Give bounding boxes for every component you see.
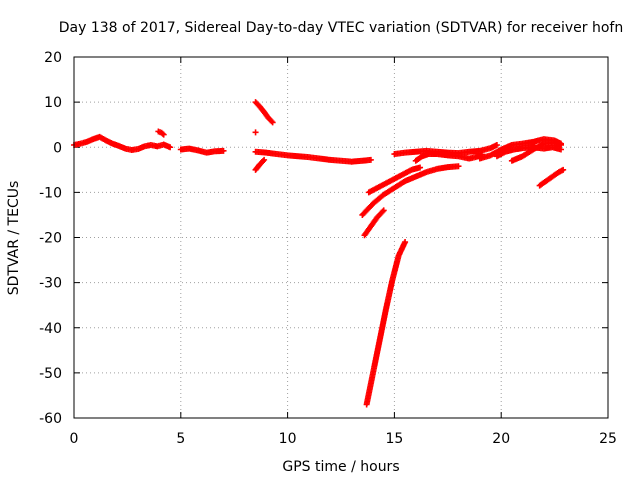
- y-tick-label: -20: [39, 231, 62, 247]
- series-arc-2: [177, 145, 227, 156]
- series-arc-3-outlier: [252, 129, 259, 136]
- x-tick-label: 15: [385, 431, 403, 447]
- data-point: [167, 144, 174, 151]
- data-point: [455, 163, 462, 170]
- data-point: [380, 207, 387, 214]
- y-tick-label: -40: [39, 321, 62, 337]
- series-arc-7: [361, 207, 387, 239]
- grid: [74, 57, 608, 418]
- plot-frame: [73, 56, 609, 419]
- y-tick-label: 0: [53, 140, 62, 156]
- data-point: [160, 131, 167, 138]
- data-point: [268, 118, 275, 125]
- y-tick-label: -30: [39, 276, 62, 292]
- data-point: [220, 147, 227, 154]
- data-point: [269, 119, 276, 126]
- data-point: [260, 158, 267, 165]
- series-arc-1-spikes: [155, 128, 167, 138]
- series-arc-9: [365, 164, 424, 196]
- data-point: [402, 239, 409, 246]
- y-tick-label: -60: [39, 411, 62, 427]
- y-tick-label: -10: [39, 185, 62, 201]
- data-marks: [71, 99, 567, 408]
- data-point: [417, 164, 424, 171]
- series-arc-3: [252, 99, 276, 126]
- data-point: [367, 156, 374, 163]
- x-tick-label: 10: [279, 431, 297, 447]
- y-tick-label: 10: [44, 95, 62, 111]
- y-axis-label: SDTVAR / TECUs: [6, 181, 22, 296]
- x-tick-label: 5: [176, 431, 185, 447]
- series-arc-14: [508, 139, 565, 164]
- data-point: [558, 141, 565, 148]
- chart-title: Day 138 of 2017, Sidereal Day-to-day VTE…: [59, 20, 623, 36]
- series-arc-11: [412, 151, 485, 164]
- series-arc-4: [252, 156, 268, 173]
- x-tick-label: 0: [70, 431, 79, 447]
- x-tick-label: 25: [599, 431, 617, 447]
- data-point: [252, 129, 259, 136]
- ticks: 0 5 10 15 20 25 20 10 0 -10 -20 -30 -40 -50 -60: [39, 50, 617, 447]
- data-point: [379, 208, 386, 215]
- series-arc-8: [359, 163, 462, 218]
- series-arc-1: [71, 133, 174, 153]
- y-tick-label: -50: [39, 366, 62, 382]
- data-point: [493, 141, 500, 148]
- x-axis-label: GPS time / hours: [282, 459, 399, 475]
- series-arc-6: [363, 239, 409, 408]
- data-point: [159, 130, 166, 137]
- data-point: [560, 166, 567, 173]
- y-tick-label: 20: [44, 50, 62, 66]
- series-arc-15: [536, 166, 567, 189]
- data-point: [261, 156, 268, 163]
- x-tick-label: 20: [492, 431, 510, 447]
- series-arc-5: [252, 148, 374, 165]
